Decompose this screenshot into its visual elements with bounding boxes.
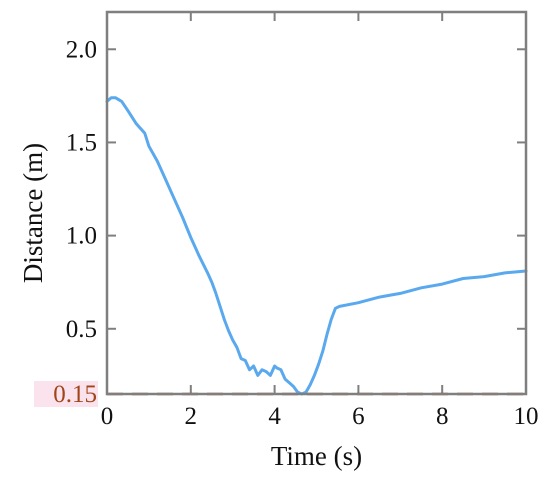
y-tick-label: 1.0 <box>66 223 97 250</box>
x-tick-label: 6 <box>352 403 365 430</box>
y-tick-label: 2.0 <box>66 36 97 63</box>
reference-label-highlight <box>34 381 98 407</box>
series-line <box>105 96 528 396</box>
x-tick-label: 8 <box>436 403 449 430</box>
y-axis-ticks: 0.5 1.0 1.5 2.0 <box>66 36 526 343</box>
x-tick-label: 10 <box>514 403 539 430</box>
y-tick-label: 1.5 <box>66 129 97 156</box>
x-tick-label: 0 <box>101 403 114 430</box>
plot-frame <box>105 10 528 396</box>
y-tick-label: 0.5 <box>66 316 97 343</box>
reference-label: 0.15 <box>53 381 97 408</box>
y-axis-title: Distance (m) <box>18 143 48 283</box>
x-axis-ticks: 0 2 4 6 8 10 <box>101 12 539 430</box>
x-tick-label: 2 <box>185 403 198 430</box>
x-tick-label: 4 <box>268 403 281 430</box>
series-group <box>105 96 528 396</box>
x-axis-title: Time (s) <box>271 441 362 471</box>
